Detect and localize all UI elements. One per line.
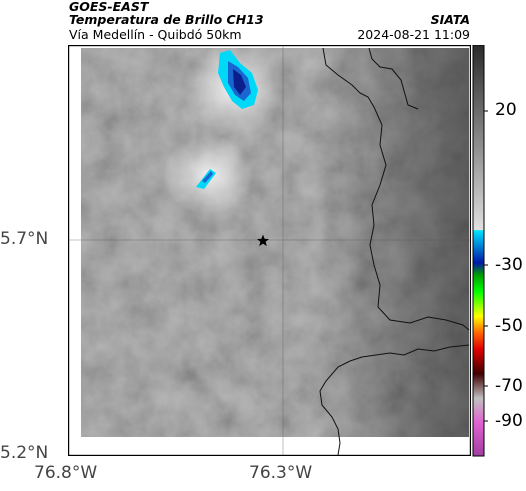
region-subtitle: Vía Medellín - Quibdó 50km: [69, 27, 242, 42]
colorbar-gradient: [472, 45, 485, 457]
colorbar: [472, 45, 488, 457]
colorbar-tick-label: -90: [495, 411, 523, 431]
boundary-line: [322, 47, 470, 331]
lat-label: 5.7°N: [0, 229, 49, 249]
lon-label: 76.3°W: [249, 463, 313, 483]
product-title: Temperatura de Brillo CH13: [69, 12, 264, 27]
cold-cloud-core: [233, 69, 246, 95]
satellite-title: GOES-EAST: [69, 0, 149, 14]
satellite-map: [68, 45, 471, 456]
timestamp-label: 2024-08-21 11:09: [357, 27, 470, 42]
cold-cloud-core: [202, 171, 213, 183]
map-frame: [68, 45, 471, 456]
star-icon: [257, 234, 269, 247]
boundary-line: [368, 47, 419, 110]
lat-label: 5.2°N: [0, 443, 49, 463]
colorbar-tick-label: -50: [495, 316, 523, 336]
organization-label: SIATA: [430, 12, 470, 27]
lon-label: 76.8°W: [34, 463, 98, 483]
colorbar-tick-label: -70: [495, 376, 523, 396]
colorbar-tick-label: 20: [495, 100, 517, 120]
boundary-line: [319, 344, 470, 456]
colorbar-tick-label: -30: [495, 255, 523, 275]
